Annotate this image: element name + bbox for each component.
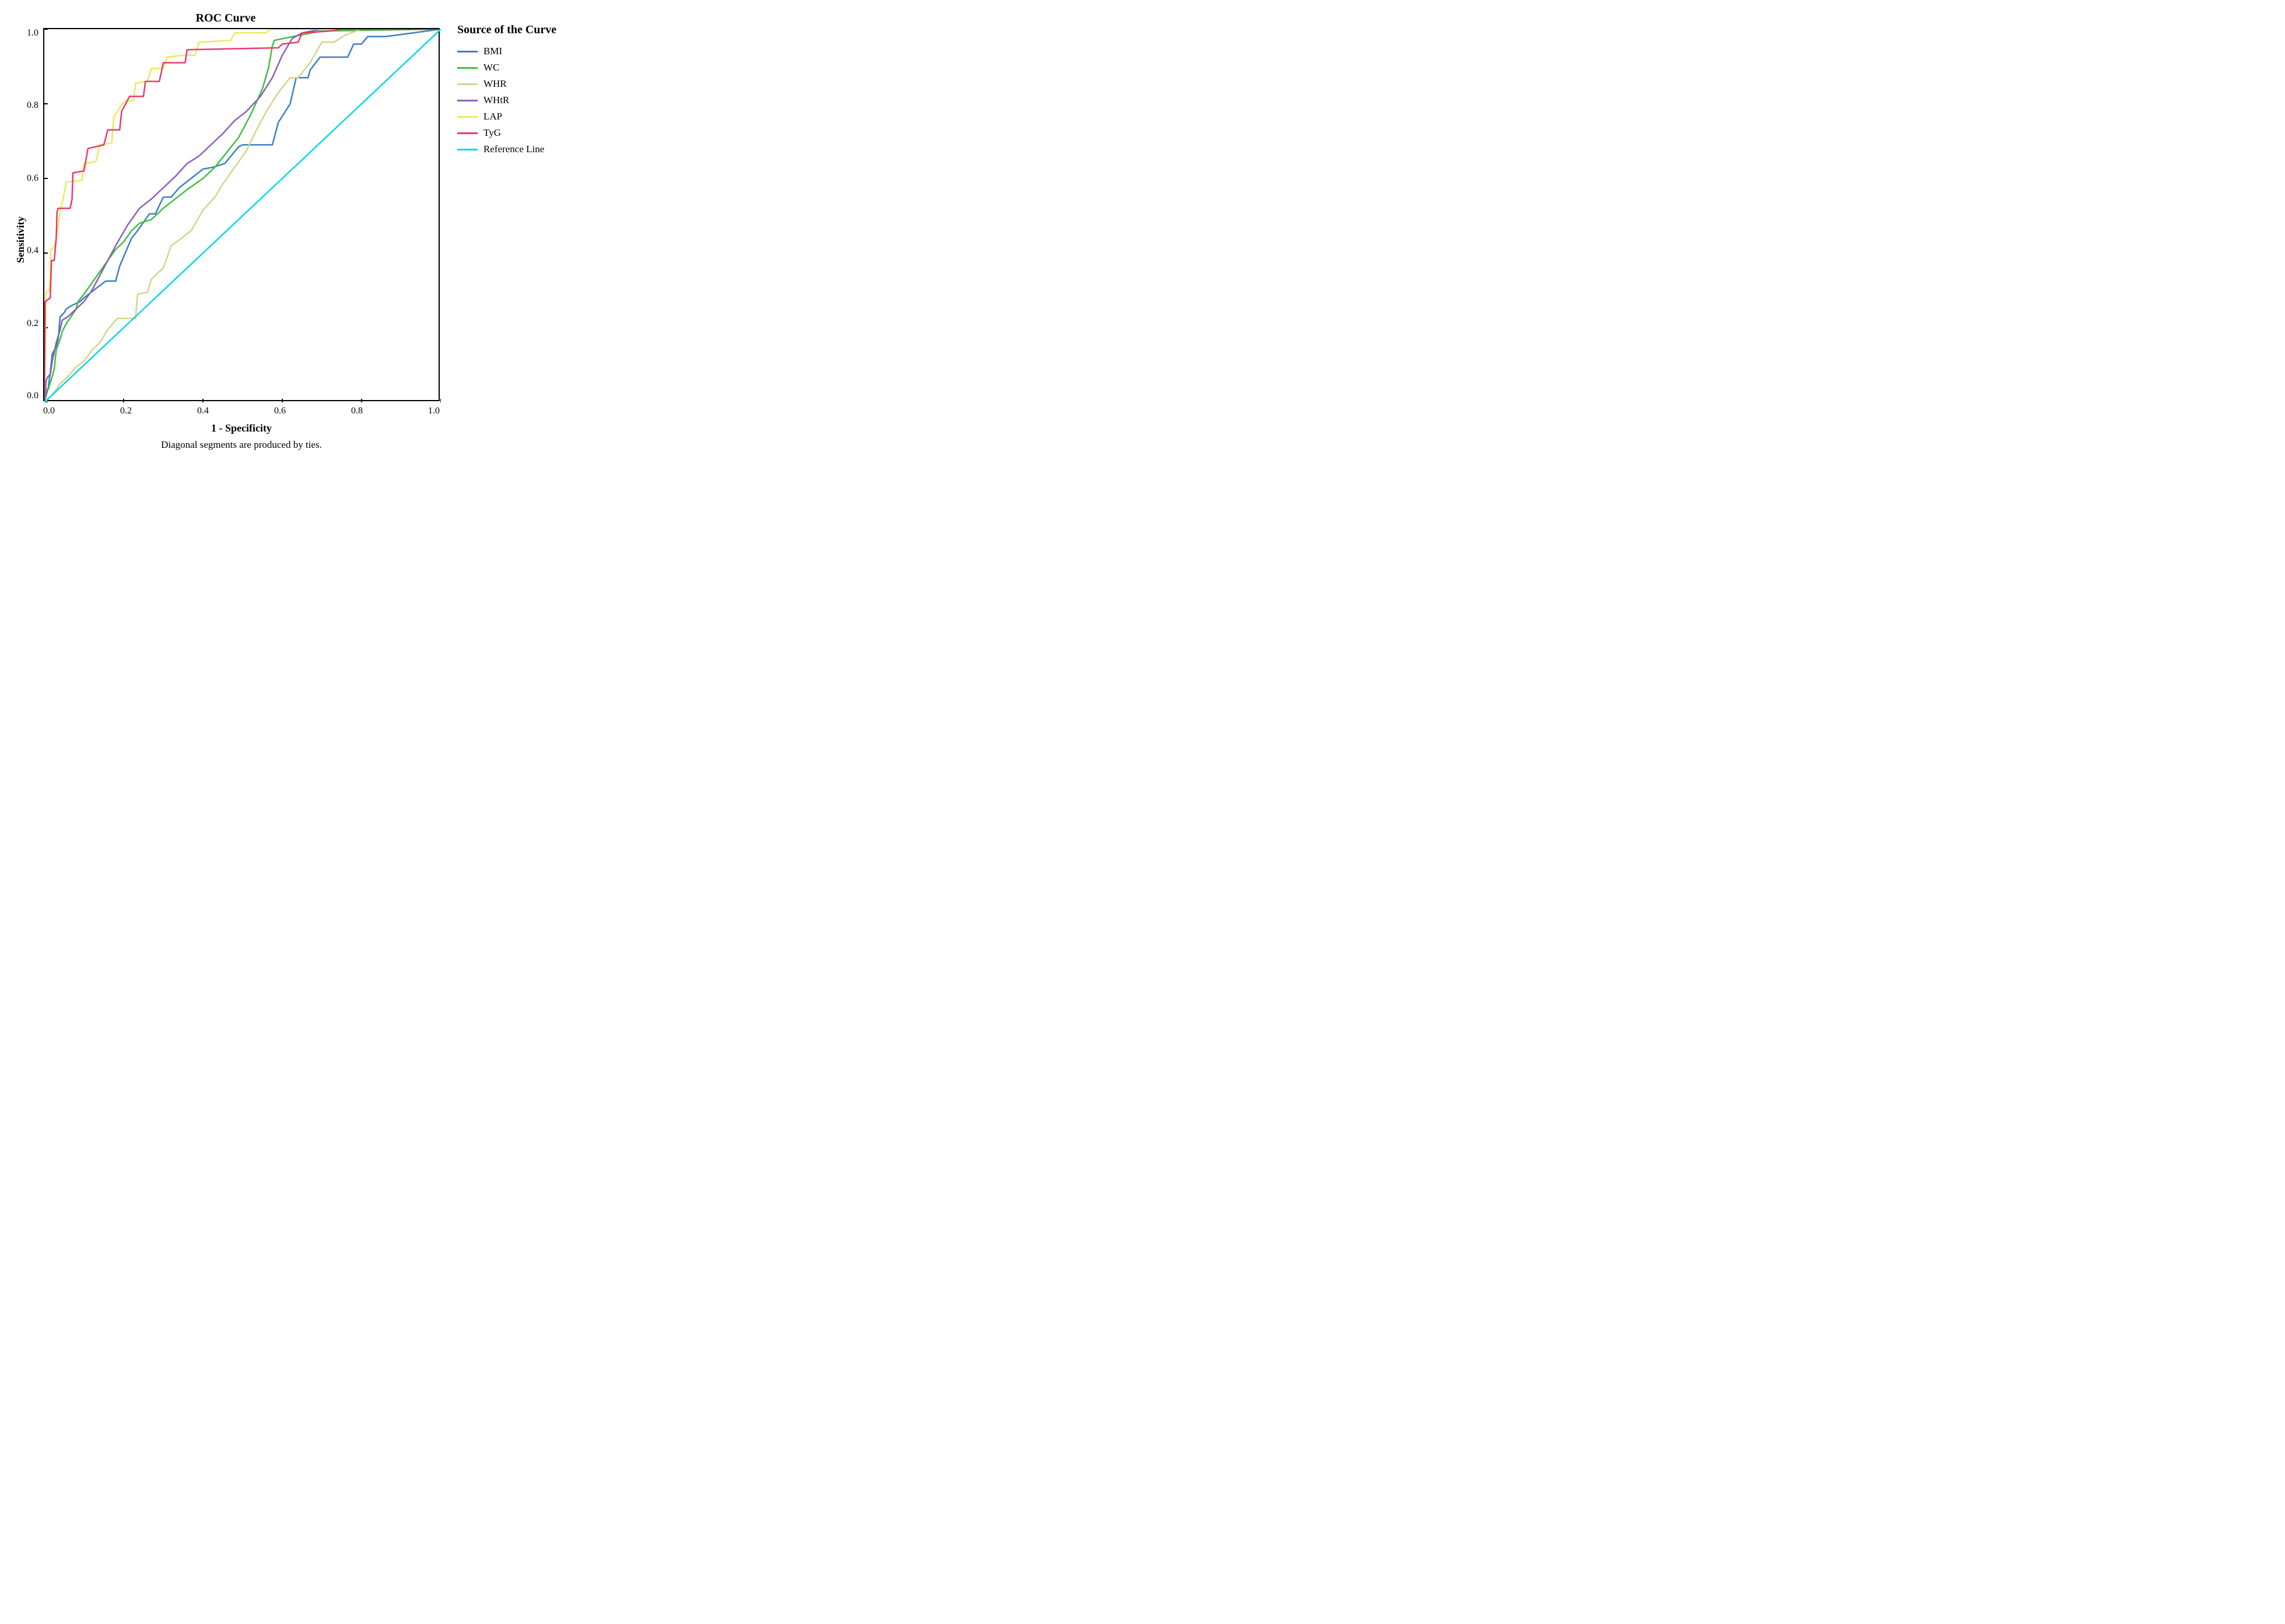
legend-label: LAP — [483, 111, 502, 122]
x-axis-ticks: 0.0 0.2 0.4 0.6 0.8 1.0 — [43, 401, 440, 416]
legend-label: WHtR — [483, 94, 509, 106]
legend-swatch — [457, 83, 478, 85]
chart-wrapper: Sensitivity 1.0 0.8 0.6 0.4 0.2 0.0 0.0 0.2 0.4… — [12, 28, 440, 451]
legend-item-reference-line: Reference Line — [457, 143, 556, 155]
legend-item-bmi: BMI — [457, 45, 556, 57]
figure-container: ROC Curve Sensitivity 1.00.80.60.40.20.0… — [12, 12, 2273, 451]
legend-swatch — [457, 132, 478, 134]
legend-item-wc: WC — [457, 62, 556, 73]
legend-label: WC — [483, 62, 499, 73]
plot-box — [43, 28, 440, 401]
legend-item-whr: WHR — [457, 78, 556, 90]
legend-item-tyg: TyG — [457, 127, 556, 139]
chart-caption: Diagonal segments are produced by ties. — [43, 439, 440, 451]
legend-items: BMI WC WHR WHtR LAP TyG Reference Line — [457, 45, 556, 155]
y-axis-ticks: 1.0 0.8 0.6 0.4 0.2 0.0 — [27, 28, 43, 401]
legend-item-whtr: WHtR — [457, 94, 556, 106]
legend-item-lap: LAP — [457, 111, 556, 122]
series-reference-line — [44, 29, 441, 402]
y-tick-label: 0.6 — [27, 173, 38, 184]
roc-plot-svg — [44, 29, 441, 402]
y-axis-label: Sensitivity — [12, 28, 27, 451]
legend-swatch — [457, 51, 478, 52]
x-tick-label: 0.8 — [351, 406, 363, 416]
legend-label: TyG — [483, 127, 501, 139]
legend-swatch — [457, 100, 478, 101]
legend: Source of the Curve BMI WC WHR WHtR LAP TyG Re… — [457, 23, 556, 160]
y-tick-label: 1.0 — [27, 28, 38, 38]
legend-label: Reference Line — [483, 143, 544, 155]
y-tick-label: 0.0 — [27, 391, 38, 401]
x-tick-label: 0.4 — [197, 406, 209, 416]
y-tick-label: 0.8 — [27, 100, 38, 111]
x-axis-label: 1 - Specificity — [43, 422, 440, 434]
x-tick-label: 0.2 — [120, 406, 132, 416]
legend-label: BMI — [483, 45, 502, 57]
legend-title: Source of the Curve — [457, 23, 556, 37]
legend-swatch — [457, 149, 478, 150]
legend-swatch — [457, 116, 478, 118]
x-tick-label: 1.0 — [428, 406, 440, 416]
x-tick-label: 0.0 — [43, 406, 55, 416]
y-tick-label: 0.2 — [27, 318, 38, 329]
y-tick-label: 0.4 — [27, 245, 38, 256]
chart-area: ROC Curve Sensitivity 1.00.80.60.40.20.0… — [12, 12, 440, 451]
x-tick-label: 0.6 — [274, 406, 286, 416]
legend-swatch — [457, 67, 478, 69]
chart-title: ROC Curve — [12, 12, 440, 25]
legend-label: WHR — [483, 78, 507, 90]
